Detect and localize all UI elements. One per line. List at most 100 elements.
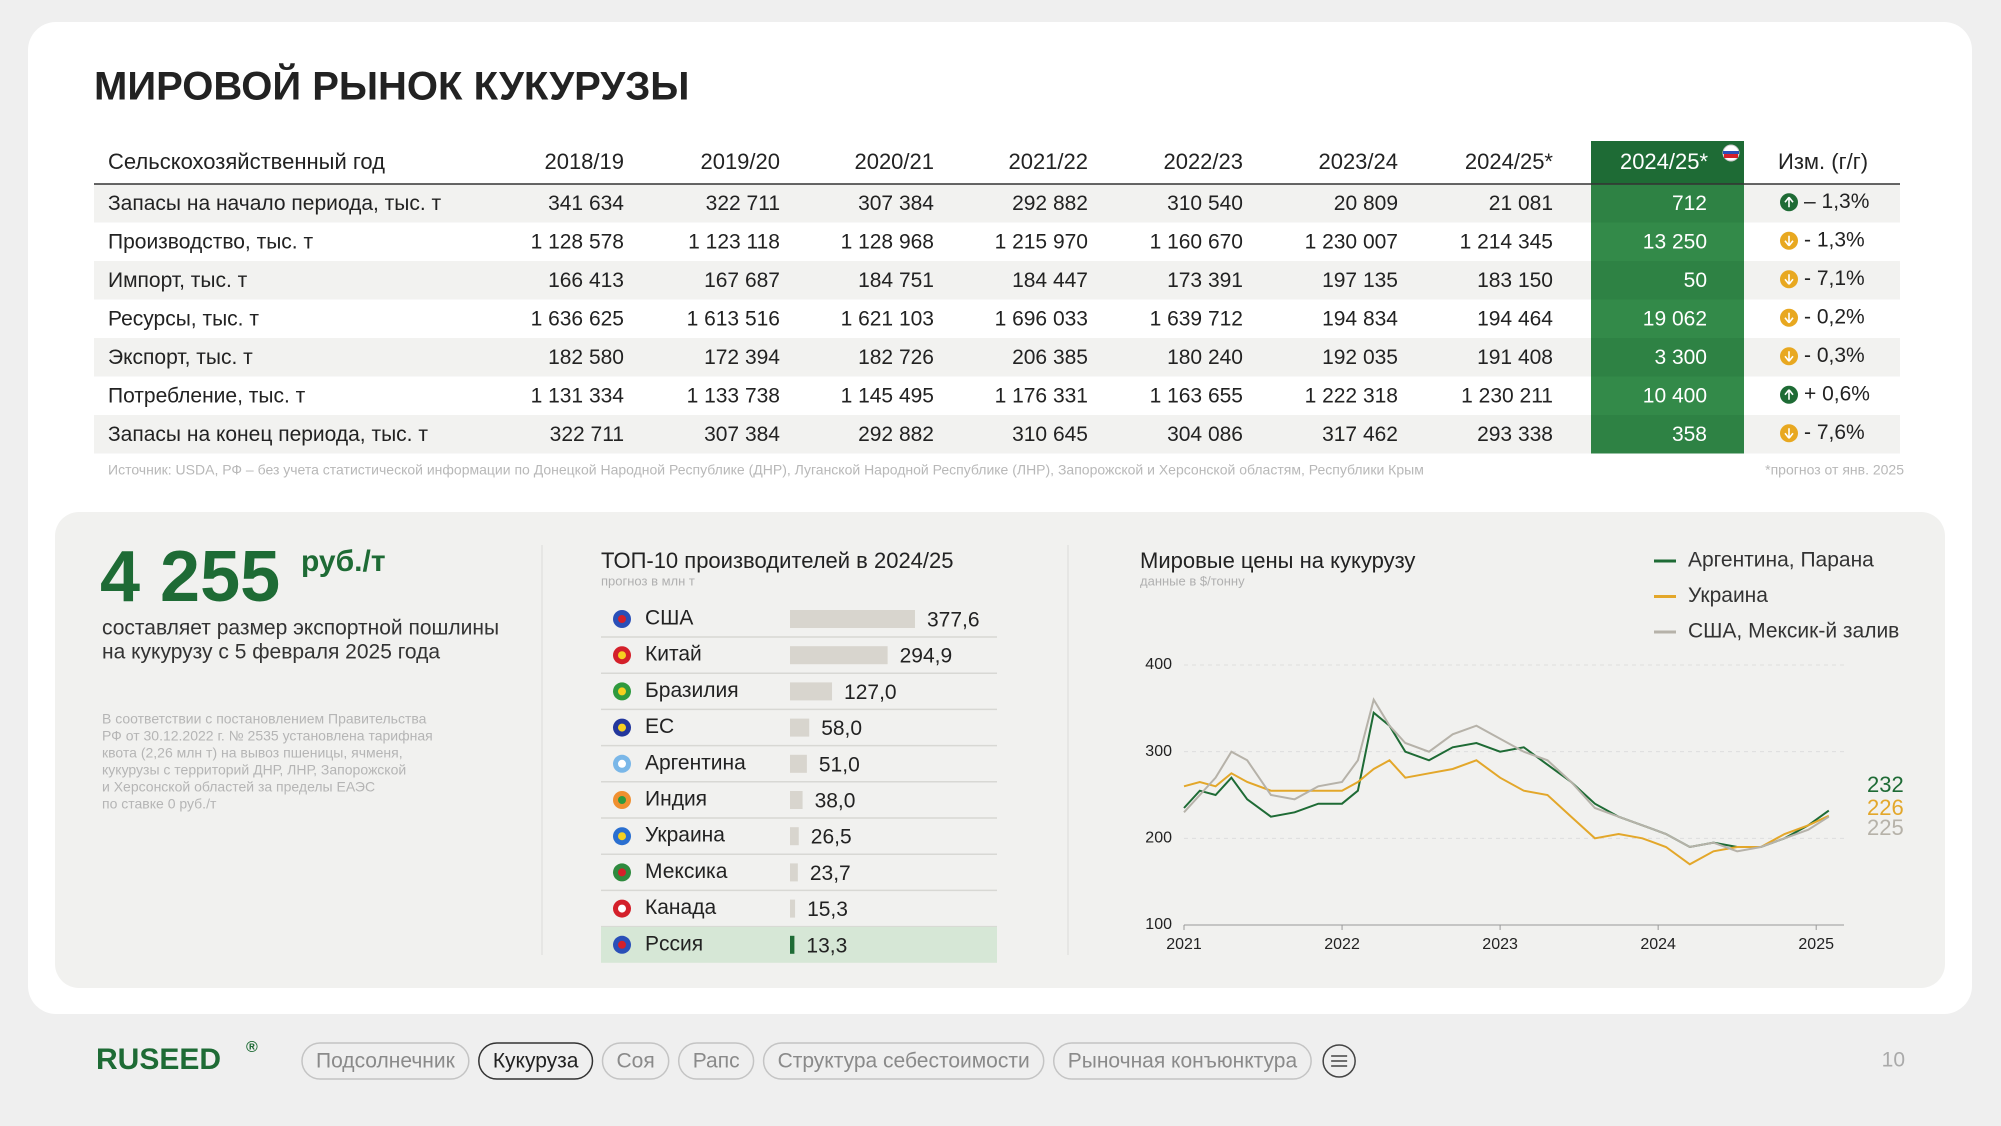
duty-note: В соответствии с постановлением Правител… <box>102 711 427 727</box>
table-cell: 173 391 <box>1167 269 1243 292</box>
nav-tab[interactable] <box>301 1042 470 1080</box>
x-tick-label: 2023 <box>1482 936 1518 953</box>
nav-tab-label[interactable]: Рыночная конъюнктура <box>1068 1050 1298 1073</box>
table-cell: 192 035 <box>1322 346 1398 369</box>
bar-label: 127,0 <box>844 681 897 704</box>
country-name: Украина <box>645 824 725 847</box>
column-header: 2024/25* <box>1620 149 1709 174</box>
table-cell: 341 634 <box>548 192 624 215</box>
legend-label: Украина <box>1688 584 1768 607</box>
forecast-cell-text: 19 062 <box>1643 307 1707 330</box>
forecast-cell <box>1591 184 1744 223</box>
table-cell: 1 215 970 <box>995 230 1088 253</box>
flag-dot <box>618 687 626 696</box>
flag-dot <box>618 832 626 841</box>
trend-arrow <box>1784 196 1794 208</box>
table-cell: 1 222 318 <box>1305 384 1398 407</box>
table-cell: 1 133 738 <box>687 384 780 407</box>
bar <box>790 718 810 737</box>
table-cell: 310 540 <box>1167 192 1243 215</box>
menu-button[interactable] <box>1322 1044 1356 1078</box>
nav-tab[interactable] <box>478 1042 594 1080</box>
nav-tab[interactable] <box>1052 1042 1312 1080</box>
end-label: 226 <box>1867 795 1904 820</box>
nav-tab-label[interactable]: Соя <box>616 1050 654 1073</box>
table-cell: 1 639 712 <box>1150 307 1243 330</box>
forecast-cell-text: 3 300 <box>1654 346 1707 369</box>
forecast-cell <box>1591 261 1744 300</box>
bar-label: 15,3 <box>807 898 848 921</box>
bar <box>790 935 795 954</box>
bar <box>790 791 803 809</box>
bar <box>790 899 796 918</box>
change-text: + 0,6% <box>1804 382 1870 405</box>
nav-tab-label[interactable]: Подсолнечник <box>316 1050 456 1073</box>
nav-tab-label[interactable]: Рапс <box>693 1050 740 1073</box>
x-tick-label: 2021 <box>1166 936 1202 953</box>
table-cell: 191 408 <box>1477 346 1553 369</box>
logo: RUSEED <box>96 1043 221 1076</box>
forecast-cell-text: 712 <box>1672 192 1707 215</box>
forecast-note: *прогноз от янв. 2025 <box>1765 462 1904 478</box>
bar-label: 23,7 <box>810 862 851 885</box>
table-cell: 1 636 625 <box>531 307 624 330</box>
table-cell: 307 384 <box>704 423 780 446</box>
duty-note: по ставке 0 руб./т <box>102 796 217 812</box>
change-text: – 1,3% <box>1804 190 1869 213</box>
column-header: Изм. (г/г) <box>1778 149 1868 174</box>
table-cell: 194 464 <box>1477 307 1553 330</box>
row-label: Импорт, тыс. т <box>108 269 248 292</box>
forecast-cell <box>1591 222 1744 261</box>
duty-note: РФ от 30.12.2022 г. № 2535 установлена т… <box>102 728 433 744</box>
end-label: 232 <box>1867 772 1904 797</box>
forecast-column <box>1591 141 1744 184</box>
row-label: Потребление, тыс. т <box>108 384 306 407</box>
table-cell: 322 711 <box>550 423 624 446</box>
legend-label: Аргентина, Парана <box>1688 549 1874 572</box>
row-label: Производство, тыс. т <box>108 230 313 253</box>
forecast-cell-text: 13 250 <box>1643 230 1707 253</box>
nav-tab-label[interactable]: Структура себестоимости <box>778 1050 1030 1073</box>
nav-tab[interactable] <box>601 1042 670 1080</box>
bar <box>790 827 799 846</box>
table-cell: 206 385 <box>1012 346 1088 369</box>
table-cell: 183 150 <box>1477 269 1553 292</box>
y-tick-label: 100 <box>1145 916 1172 933</box>
column-header: 2021/22 <box>1008 149 1088 174</box>
nav-tab-label[interactable]: Кукуруза <box>493 1050 579 1073</box>
table-cell: 307 384 <box>858 192 934 215</box>
trend-arrow <box>1784 428 1794 439</box>
page-number: 10 <box>1882 1049 1905 1072</box>
trend-arrow <box>1784 389 1794 400</box>
duty-unit: руб./т <box>301 545 386 578</box>
table-cell: 1 128 968 <box>841 230 934 253</box>
table-cell: 184 751 <box>858 269 934 292</box>
table-cell: 317 462 <box>1322 423 1398 446</box>
country-name: США <box>645 607 693 630</box>
flag-dot <box>618 759 626 768</box>
y-tick-label: 300 <box>1145 743 1172 760</box>
change-text: - 7,6% <box>1804 421 1865 444</box>
flag-stripe <box>1724 154 1738 158</box>
table-cell: 184 447 <box>1012 269 1088 292</box>
bar-label: 377,6 <box>927 609 980 632</box>
country-name: Бразилия <box>645 679 739 702</box>
column-header: 2022/23 <box>1163 149 1243 174</box>
column-header: 2024/25* <box>1465 149 1554 174</box>
trend-arrow <box>1784 351 1794 362</box>
forecast-cell-text: 50 <box>1684 269 1707 292</box>
table-cell: 1 214 345 <box>1460 230 1553 253</box>
highlight-row <box>601 926 997 963</box>
logo-mark: ® <box>246 1039 258 1056</box>
nav-tab[interactable] <box>762 1042 1045 1080</box>
bar-label: 294,9 <box>900 645 953 668</box>
table-cell: 1 621 103 <box>841 307 934 330</box>
nav-tab[interactable] <box>677 1042 755 1080</box>
x-tick-label: 2022 <box>1324 936 1360 953</box>
chart-title: Мировые цены на кукурузу <box>1140 548 1415 573</box>
row-label: Ресурсы, тыс. т <box>108 307 259 330</box>
chart-title: ТОП-10 производителей в 2024/25 <box>601 548 954 573</box>
bar <box>790 863 798 882</box>
table-cell: 310 645 <box>1012 423 1088 446</box>
